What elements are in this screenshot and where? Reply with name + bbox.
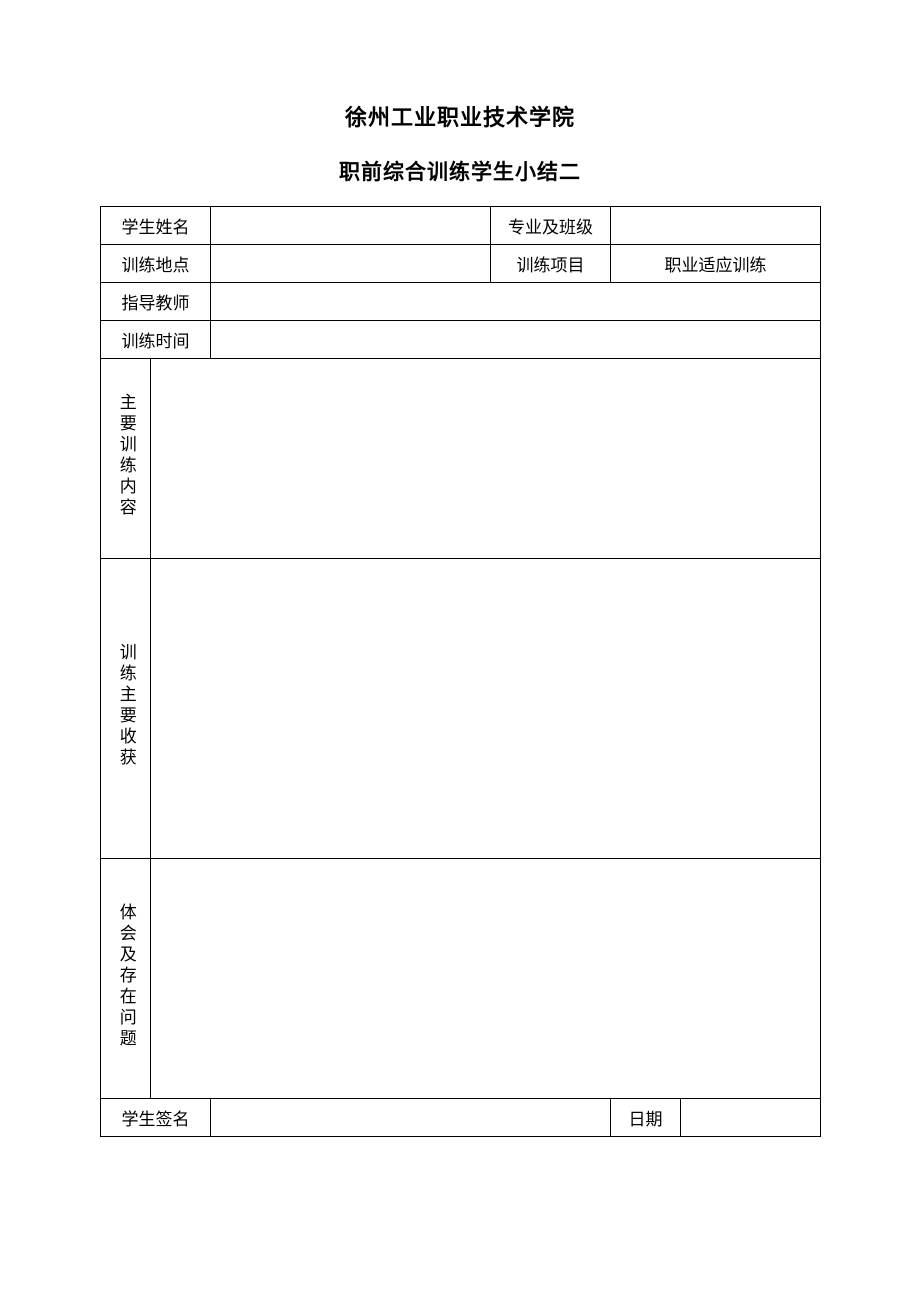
value-main-content[interactable]	[151, 359, 821, 559]
value-student-signature[interactable]	[211, 1099, 611, 1137]
label-student-signature: 学生签名	[101, 1099, 211, 1137]
value-date[interactable]	[681, 1099, 821, 1137]
label-main-gains: 训练主要收获	[101, 559, 151, 859]
row-experience: 体会及存在问题	[101, 859, 821, 1099]
label-instructor: 指导教师	[101, 283, 211, 321]
form-title: 职前综合训练学生小结二	[100, 156, 820, 186]
label-experience: 体会及存在问题	[101, 859, 151, 1099]
row-signature: 学生签名 日期	[101, 1099, 821, 1137]
row-training-time: 训练时间	[101, 321, 821, 359]
label-training-time: 训练时间	[101, 321, 211, 359]
value-instructor[interactable]	[211, 283, 821, 321]
label-major-class: 专业及班级	[491, 207, 611, 245]
row-student-name: 学生姓名 专业及班级	[101, 207, 821, 245]
row-main-gains: 训练主要收获	[101, 559, 821, 859]
label-training-project: 训练项目	[491, 245, 611, 283]
value-training-project: 职业适应训练	[611, 245, 821, 283]
value-training-time[interactable]	[211, 321, 821, 359]
value-experience[interactable]	[151, 859, 821, 1099]
row-main-content: 主要训练内容	[101, 359, 821, 559]
summary-form-table: 学生姓名 专业及班级 训练地点 训练项目 职业适应训练 指导教师 训练时间 主要…	[100, 206, 821, 1137]
row-instructor: 指导教师	[101, 283, 821, 321]
label-student-name: 学生姓名	[101, 207, 211, 245]
title-section: 徐州工业职业技术学院 职前综合训练学生小结二	[100, 100, 820, 186]
institution-title: 徐州工业职业技术学院	[100, 100, 820, 132]
value-training-location[interactable]	[211, 245, 491, 283]
value-student-name[interactable]	[211, 207, 491, 245]
label-training-location: 训练地点	[101, 245, 211, 283]
value-major-class[interactable]	[611, 207, 821, 245]
value-main-gains[interactable]	[151, 559, 821, 859]
label-date: 日期	[611, 1099, 681, 1137]
row-training-location: 训练地点 训练项目 职业适应训练	[101, 245, 821, 283]
label-main-content: 主要训练内容	[101, 359, 151, 559]
